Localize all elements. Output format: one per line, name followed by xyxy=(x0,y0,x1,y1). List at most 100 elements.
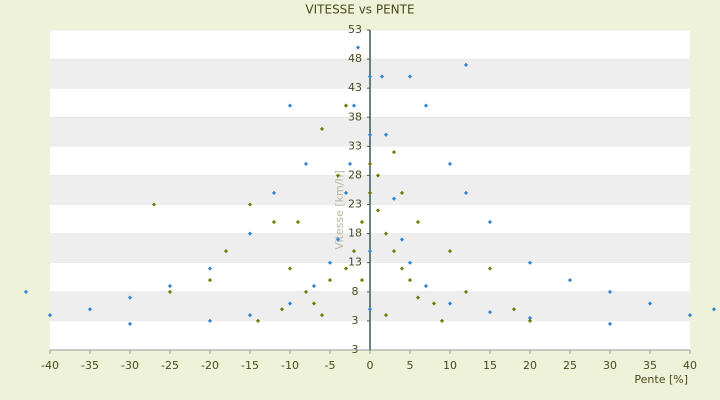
point xyxy=(311,301,317,306)
point xyxy=(327,278,333,283)
x-tick-label: 20 xyxy=(523,359,537,372)
x-tick-label: -10 xyxy=(281,359,299,372)
y-tick-label: 13 xyxy=(348,256,362,269)
point xyxy=(207,278,213,283)
point xyxy=(327,260,333,265)
point xyxy=(527,260,533,265)
point xyxy=(527,318,533,324)
point xyxy=(399,237,405,242)
point xyxy=(647,301,653,306)
point xyxy=(383,132,389,137)
point xyxy=(375,173,381,178)
point xyxy=(487,219,493,225)
x-tick-label: 25 xyxy=(563,359,577,372)
point xyxy=(367,307,373,312)
point xyxy=(447,161,453,166)
point xyxy=(367,248,373,254)
point xyxy=(487,266,493,271)
y-tick-label: 53 xyxy=(348,23,362,36)
point xyxy=(247,312,253,318)
x-tick-label: 35 xyxy=(643,359,657,372)
x-tick-label: -5 xyxy=(325,359,336,372)
y-tick-label: 3 xyxy=(352,314,359,327)
point xyxy=(463,289,469,294)
x-tick-label: -15 xyxy=(241,359,259,372)
x-tick-label: 10 xyxy=(443,359,457,372)
point xyxy=(127,321,133,326)
point xyxy=(447,248,453,254)
point xyxy=(567,278,573,283)
point xyxy=(255,318,261,324)
point xyxy=(439,318,445,324)
point xyxy=(335,173,341,178)
point xyxy=(391,196,397,201)
point xyxy=(463,190,469,196)
point xyxy=(391,248,397,254)
point xyxy=(127,295,133,300)
y-tick-label: 28 xyxy=(348,168,362,181)
chart-title: VITESSE vs PENTE xyxy=(305,3,414,17)
point xyxy=(367,161,373,166)
x-tick-label: 40 xyxy=(683,359,697,372)
point xyxy=(711,307,717,312)
point xyxy=(407,260,413,265)
point xyxy=(287,266,293,271)
point xyxy=(247,202,253,207)
x-tick-label: 30 xyxy=(603,359,617,372)
point xyxy=(423,283,429,289)
point xyxy=(415,295,421,300)
point xyxy=(687,312,693,318)
point xyxy=(303,289,309,294)
point xyxy=(511,307,517,312)
point xyxy=(367,190,373,196)
point xyxy=(447,301,453,306)
point xyxy=(167,283,173,289)
point xyxy=(431,301,437,306)
x-tick-label: -20 xyxy=(201,359,219,372)
x-tick-label: -25 xyxy=(161,359,179,372)
point xyxy=(359,219,365,225)
point xyxy=(207,266,213,271)
point xyxy=(167,289,173,294)
y-tick-label: 48 xyxy=(348,52,362,65)
point xyxy=(399,190,405,196)
y-axis-label: Vitesse [km/h] xyxy=(333,170,346,250)
point xyxy=(383,312,389,318)
point xyxy=(303,161,309,166)
point xyxy=(151,202,157,207)
point xyxy=(407,278,413,283)
point xyxy=(247,231,253,236)
point xyxy=(347,161,353,166)
point xyxy=(383,231,389,236)
point xyxy=(23,289,29,294)
point xyxy=(391,150,397,155)
point xyxy=(271,219,277,225)
point xyxy=(367,132,373,137)
point xyxy=(207,318,213,324)
y-tick-label: 38 xyxy=(348,110,362,123)
x-tick-label: -30 xyxy=(121,359,139,372)
y-tick-label: 8 xyxy=(352,285,359,298)
point xyxy=(287,301,293,306)
point xyxy=(359,278,365,283)
y-tick-label: 43 xyxy=(348,81,362,94)
point xyxy=(223,248,229,254)
point xyxy=(351,248,357,254)
x-tick-label: 0 xyxy=(367,359,374,372)
x-tick-label: 5 xyxy=(407,359,414,372)
point xyxy=(607,289,613,294)
point xyxy=(271,190,277,196)
x-tick-label: -35 xyxy=(81,359,99,372)
point xyxy=(279,307,285,312)
x-tick-label: 15 xyxy=(483,359,497,372)
point xyxy=(319,312,325,318)
point xyxy=(399,266,405,271)
y-tick-label: 33 xyxy=(348,139,362,152)
point xyxy=(343,190,349,196)
point xyxy=(415,219,421,225)
point xyxy=(311,283,317,289)
point xyxy=(295,219,301,225)
x-tick-label: -40 xyxy=(41,359,59,372)
point xyxy=(487,310,493,315)
